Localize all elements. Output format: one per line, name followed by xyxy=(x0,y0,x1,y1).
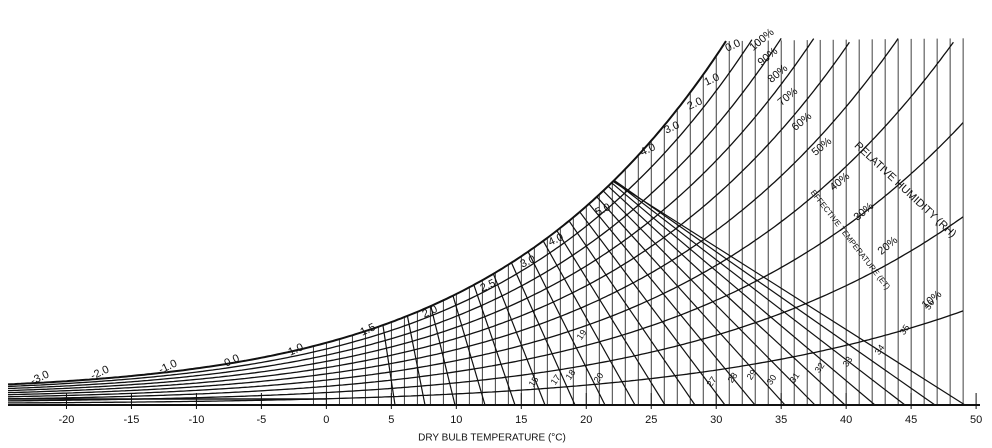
rh-label: 80% xyxy=(766,62,791,85)
x-tick-label: -10 xyxy=(188,414,204,426)
curve-label: 1.0 xyxy=(702,71,721,88)
et-label: 31 xyxy=(788,371,802,385)
curve-label: -2.0 xyxy=(89,363,111,382)
rh-label: 50% xyxy=(810,135,835,158)
et-line xyxy=(361,38,486,406)
et-line xyxy=(404,38,786,406)
x-tick-label: -5 xyxy=(257,414,267,426)
et-label: 35 xyxy=(898,323,912,337)
rh-label: 60% xyxy=(790,110,815,133)
et-line xyxy=(341,38,426,406)
et-label: 36 xyxy=(923,298,937,312)
x-tick-label: 5 xyxy=(388,414,394,426)
curve-label: 1.5 xyxy=(358,321,377,338)
rh-title: RELATIVE HUMIDITY (RH) xyxy=(852,140,959,241)
curve-label: 2.0 xyxy=(420,303,439,320)
rh-curve xyxy=(7,40,727,386)
et-label: 33 xyxy=(841,355,855,369)
curve-label: -1.0 xyxy=(157,357,179,376)
x-tick-label: 45 xyxy=(905,414,917,426)
x-tick-label: 25 xyxy=(645,414,657,426)
curve-label: 3.0 xyxy=(662,119,681,136)
curve-label: 1.0 xyxy=(286,341,305,358)
x-tick-label: 50 xyxy=(970,414,982,426)
et-label: 27 xyxy=(705,375,719,389)
rh-curve xyxy=(7,38,782,390)
x-tick-label: -15 xyxy=(123,414,139,426)
x-tick-label: 30 xyxy=(710,414,722,426)
rh-curve xyxy=(7,39,753,388)
curve-label: 0.0 xyxy=(723,37,742,54)
et-label: 30 xyxy=(765,373,779,387)
rh-label: 30% xyxy=(852,200,877,223)
rh-label: 40% xyxy=(828,170,853,193)
rh-label: 20% xyxy=(876,234,901,257)
et-label: 15 xyxy=(527,375,541,389)
et-title: EFFECTIVE TEMPERATURE (ET) xyxy=(809,188,892,291)
rh-curve xyxy=(7,38,815,392)
curve-label: 2.5 xyxy=(478,277,497,294)
et-label: 20 xyxy=(592,371,606,385)
rh-curve xyxy=(7,41,954,398)
curve-label: 4.0 xyxy=(546,231,565,248)
curve-label: 4.0 xyxy=(638,141,657,158)
rh-label: 70% xyxy=(776,85,801,108)
rh-curve xyxy=(8,122,964,400)
rh-curve xyxy=(7,38,899,396)
x-tick-label: 35 xyxy=(775,414,787,426)
x-tick-label: 20 xyxy=(580,414,592,426)
et-label: 29 xyxy=(745,368,759,382)
et-label: 17 xyxy=(549,373,563,387)
et-label: 19 xyxy=(575,328,589,342)
curve-label: 5.0 xyxy=(593,201,612,218)
et-label: 32 xyxy=(813,361,827,375)
et-line xyxy=(389,38,846,406)
curve-label: 0.0 xyxy=(222,352,241,369)
x-tick-label: 15 xyxy=(515,414,527,426)
et-label: 18 xyxy=(564,368,578,382)
x-tick-label: 40 xyxy=(840,414,852,426)
rh-curve xyxy=(8,310,964,404)
et-line xyxy=(386,38,576,406)
et-label: 28 xyxy=(726,371,740,385)
x-axis-label: DRY BULB TEMPERATURE (°C) xyxy=(418,433,566,444)
et-label: 34 xyxy=(873,343,887,357)
curve-label: 3.0 xyxy=(518,253,537,270)
et-line xyxy=(407,38,696,406)
x-tick-label: 10 xyxy=(450,414,462,426)
x-tick-label: 0 xyxy=(323,414,329,426)
x-tick-label: -20 xyxy=(59,414,75,426)
et-line xyxy=(330,38,396,406)
rh-curve xyxy=(7,41,850,394)
curve-label: 2.0 xyxy=(685,95,704,112)
